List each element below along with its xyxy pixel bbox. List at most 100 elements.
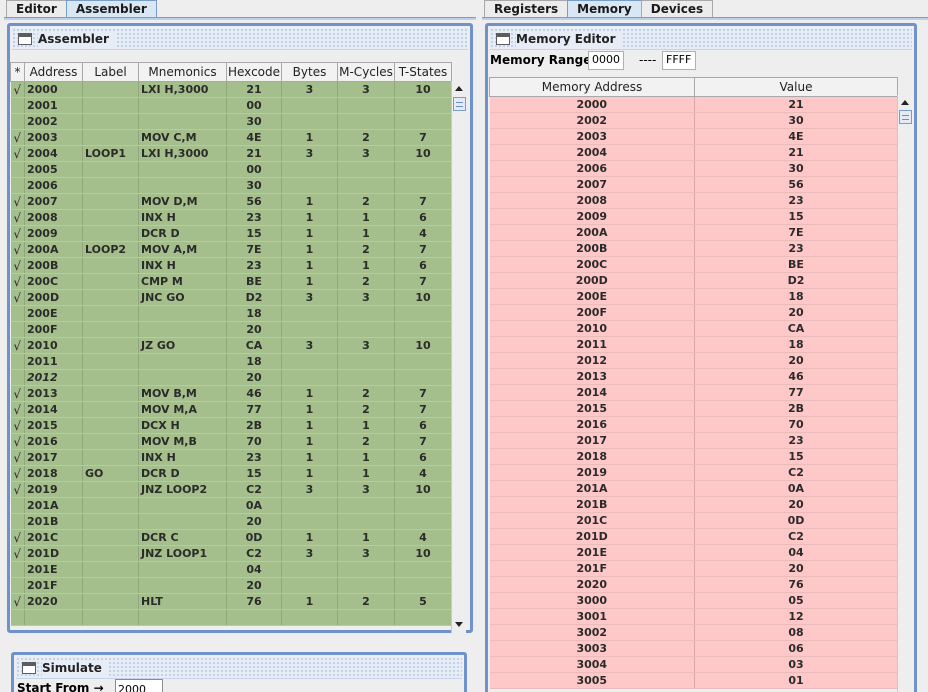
cell-tstates[interactable] xyxy=(394,97,452,114)
cell-memory-address[interactable]: 2017 xyxy=(489,432,695,449)
cell-mcycles[interactable] xyxy=(337,577,395,594)
cell-mcycles[interactable] xyxy=(337,369,395,386)
cell-address[interactable]: 2007 xyxy=(24,193,83,210)
scroll-thumb[interactable] xyxy=(899,110,912,124)
cell-address[interactable]: 2004 xyxy=(24,145,83,162)
cell-label[interactable] xyxy=(82,497,139,514)
cell-hexcode[interactable]: 20 xyxy=(226,577,282,594)
cell-label[interactable] xyxy=(82,529,139,546)
table-row[interactable]: √ 2004 LOOP1 LXI H,3000 21 3 3 10 xyxy=(10,145,452,162)
cell-hexcode[interactable]: 23 xyxy=(226,257,282,274)
cell-memory-value[interactable]: 46 xyxy=(694,368,898,385)
cell-mcycles[interactable]: 3 xyxy=(337,145,395,162)
cell-check[interactable]: √ xyxy=(10,449,25,466)
cell-memory-value[interactable]: 03 xyxy=(694,656,898,673)
cell-tstates[interactable]: 4 xyxy=(394,529,452,546)
cell-mcycles[interactable]: 1 xyxy=(337,257,395,274)
cell-mnemonic[interactable] xyxy=(138,321,227,338)
start-from-input[interactable] xyxy=(115,679,163,692)
cell-check[interactable]: √ xyxy=(10,145,25,162)
table-row[interactable]: 200A 7E xyxy=(489,224,898,241)
table-row[interactable]: √ 2013 MOV B,M 46 1 2 7 xyxy=(10,385,452,402)
col-header-check[interactable]: * xyxy=(10,62,25,82)
cell-memory-address[interactable]: 2004 xyxy=(489,144,695,161)
table-row[interactable]: √ 200C CMP M BE 1 2 7 xyxy=(10,273,452,290)
table-row[interactable]: √ 200A LOOP2 MOV A,M 7E 1 2 7 xyxy=(10,241,452,258)
cell-hexcode[interactable]: 21 xyxy=(226,145,282,162)
cell-memory-address[interactable]: 3004 xyxy=(489,656,695,673)
table-row[interactable]: 2002 30 xyxy=(10,113,452,130)
table-row[interactable]: 2016 70 xyxy=(489,416,898,433)
cell-address[interactable]: 2009 xyxy=(24,225,83,242)
cell-check[interactable] xyxy=(10,353,25,370)
cell-label[interactable] xyxy=(82,369,139,386)
cell-label[interactable] xyxy=(82,433,139,450)
cell-hexcode[interactable]: 76 xyxy=(226,593,282,610)
cell-mcycles[interactable] xyxy=(337,513,395,530)
cell-memory-address[interactable]: 3003 xyxy=(489,640,695,657)
cell-mcycles[interactable]: 2 xyxy=(337,593,395,610)
cell-tstates[interactable]: 4 xyxy=(394,225,452,242)
cell-bytes[interactable]: 3 xyxy=(281,545,338,562)
cell-bytes[interactable]: 1 xyxy=(281,401,338,418)
cell-hexcode[interactable]: 20 xyxy=(226,321,282,338)
cell-hexcode[interactable]: 20 xyxy=(226,513,282,530)
cell-label[interactable] xyxy=(82,97,139,114)
cell-bytes[interactable]: 1 xyxy=(281,257,338,274)
table-row[interactable]: √ 2007 MOV D,M 56 1 2 7 xyxy=(10,193,452,210)
cell-label[interactable] xyxy=(82,353,139,370)
cell-mnemonic[interactable]: JNZ LOOP2 xyxy=(138,481,227,498)
table-row[interactable]: √ 2016 MOV M,B 70 1 2 7 xyxy=(10,433,452,450)
cell-memory-address[interactable]: 2018 xyxy=(489,448,695,465)
table-row[interactable]: 2015 2B xyxy=(489,400,898,417)
cell-memory-value[interactable]: D2 xyxy=(694,272,898,289)
cell-bytes[interactable]: 3 xyxy=(281,145,338,162)
cell-mcycles[interactable] xyxy=(337,609,395,626)
cell-address[interactable]: 2017 xyxy=(24,449,83,466)
cell-check[interactable]: √ xyxy=(10,209,25,226)
table-row[interactable]: 2008 23 xyxy=(489,192,898,209)
cell-mnemonic[interactable] xyxy=(138,497,227,514)
cell-mnemonic[interactable]: MOV C,M xyxy=(138,129,227,146)
cell-mcycles[interactable]: 1 xyxy=(337,417,395,434)
cell-memory-address[interactable]: 2016 xyxy=(489,416,695,433)
cell-check[interactable]: √ xyxy=(10,337,25,354)
cell-address[interactable]: 2001 xyxy=(24,97,83,114)
table-row[interactable]: 2006 30 xyxy=(489,160,898,177)
table-row[interactable]: 2001 00 xyxy=(10,97,452,114)
col-header-hexcode[interactable]: Hexcode xyxy=(226,62,282,82)
cell-memory-value[interactable]: CA xyxy=(694,320,898,337)
table-row[interactable]: 2019 C2 xyxy=(489,464,898,481)
cell-label[interactable] xyxy=(82,449,139,466)
cell-hexcode[interactable]: 7E xyxy=(226,241,282,258)
tab-devices[interactable]: Devices xyxy=(640,0,714,18)
cell-bytes[interactable] xyxy=(281,305,338,322)
table-row[interactable]: 2000 21 xyxy=(489,96,898,113)
cell-label[interactable]: GO xyxy=(82,465,139,482)
table-row[interactable]: √ 2003 MOV C,M 4E 1 2 7 xyxy=(10,129,452,146)
cell-memory-value[interactable]: 05 xyxy=(694,592,898,609)
cell-address[interactable] xyxy=(24,609,83,626)
cell-mcycles[interactable]: 3 xyxy=(337,289,395,306)
cell-memory-value[interactable]: 23 xyxy=(694,192,898,209)
cell-mnemonic[interactable]: JNC GO xyxy=(138,289,227,306)
cell-check[interactable] xyxy=(10,305,25,322)
cell-mnemonic[interactable] xyxy=(138,609,227,626)
cell-memory-address[interactable]: 3005 xyxy=(489,672,695,689)
table-row[interactable]: √ 2017 INX H 23 1 1 6 xyxy=(10,449,452,466)
table-row[interactable]: 2011 18 xyxy=(10,353,452,370)
cell-hexcode[interactable]: C2 xyxy=(226,545,282,562)
cell-tstates[interactable] xyxy=(394,353,452,370)
cell-label[interactable] xyxy=(82,209,139,226)
cell-bytes[interactable]: 1 xyxy=(281,193,338,210)
cell-bytes[interactable]: 1 xyxy=(281,433,338,450)
cell-label[interactable] xyxy=(82,81,139,98)
col-header-bytes[interactable]: Bytes xyxy=(281,62,338,82)
cell-label[interactable] xyxy=(82,609,139,626)
cell-address[interactable]: 2006 xyxy=(24,177,83,194)
cell-label[interactable]: LOOP2 xyxy=(82,241,139,258)
cell-address[interactable]: 2003 xyxy=(24,129,83,146)
table-row[interactable]: 201E 04 xyxy=(10,561,452,578)
cell-mcycles[interactable]: 1 xyxy=(337,529,395,546)
cell-memory-value[interactable]: 30 xyxy=(694,112,898,129)
